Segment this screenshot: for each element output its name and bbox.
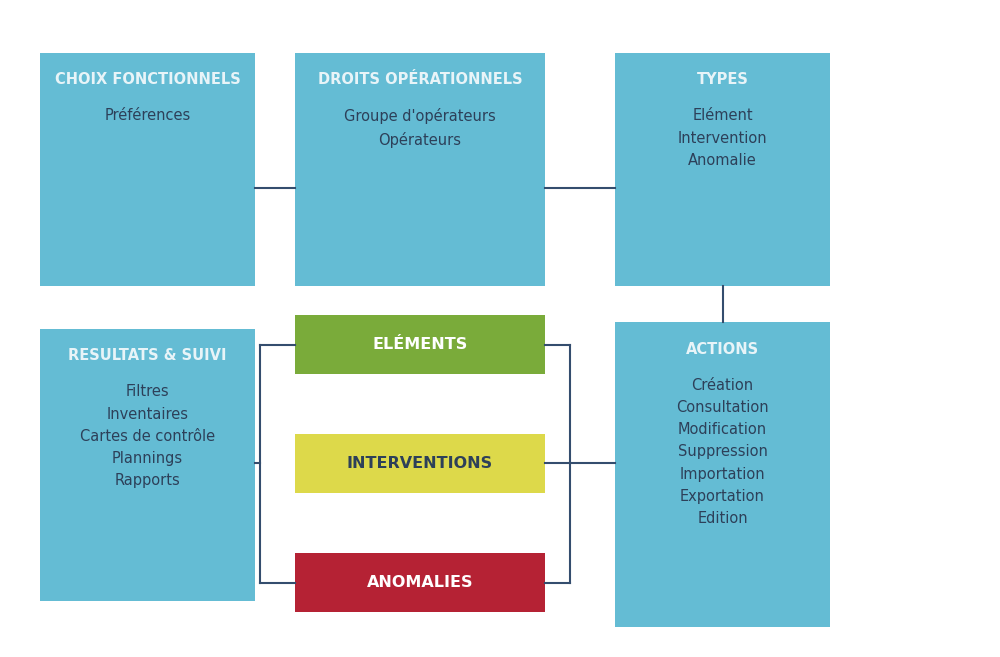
FancyBboxPatch shape	[40, 53, 255, 286]
Text: Préférences: Préférences	[104, 108, 191, 124]
FancyBboxPatch shape	[40, 328, 255, 601]
Text: DROITS OPÉRATIONNELS: DROITS OPÉRATIONNELS	[318, 72, 522, 87]
Text: Groupe d'opérateurs
Opérateurs: Groupe d'opérateurs Opérateurs	[344, 108, 496, 148]
FancyBboxPatch shape	[615, 53, 830, 286]
FancyBboxPatch shape	[295, 434, 545, 493]
FancyBboxPatch shape	[295, 315, 545, 374]
Text: INTERVENTIONS: INTERVENTIONS	[347, 456, 493, 470]
Text: ELÉMENTS: ELÉMENTS	[372, 338, 468, 352]
Text: Elément
Intervention
Anomalie: Elément Intervention Anomalie	[678, 108, 767, 168]
Text: CHOIX FONCTIONNELS: CHOIX FONCTIONNELS	[55, 72, 240, 87]
Text: Création
Consultation
Modification
Suppression
Importation
Exportation
Edition: Création Consultation Modification Suppr…	[676, 378, 769, 526]
Text: ANOMALIES: ANOMALIES	[367, 576, 473, 590]
Text: TYPES: TYPES	[697, 72, 748, 87]
FancyBboxPatch shape	[295, 553, 545, 612]
Text: ACTIONS: ACTIONS	[686, 342, 759, 357]
FancyBboxPatch shape	[615, 322, 830, 627]
FancyBboxPatch shape	[295, 53, 545, 286]
Text: Filtres
Inventaires
Cartes de contrôle
Plannings
Rapports: Filtres Inventaires Cartes de contrôle P…	[80, 384, 215, 488]
Text: RESULTATS & SUIVI: RESULTATS & SUIVI	[68, 348, 227, 363]
